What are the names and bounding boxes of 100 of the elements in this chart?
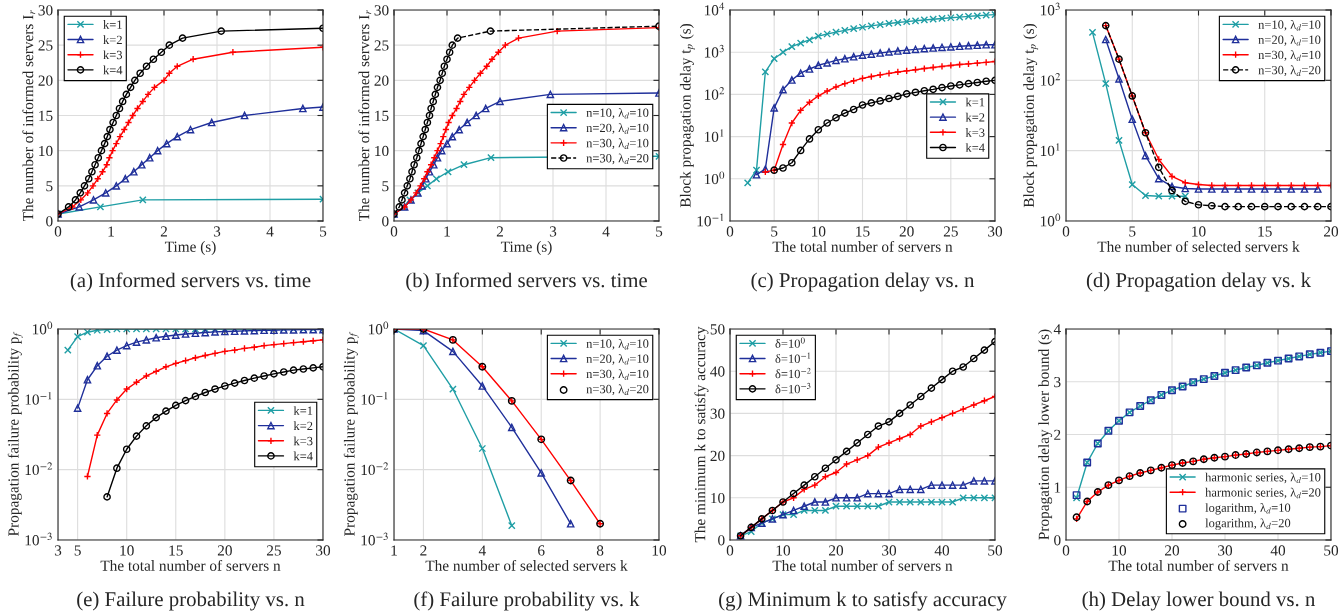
x-tick-label: 8 <box>596 545 604 556</box>
x-tick-label: 10 <box>812 226 826 237</box>
y-tick-label: 30 <box>374 5 389 16</box>
legend-label: logarithm, λ$_{d}$=20 <box>1205 518 1291 530</box>
x-tick-label: 50 <box>988 545 1003 556</box>
y-tick-label: 10$^{0}$ <box>32 321 53 335</box>
x-axis-title: Time (s) <box>164 241 216 255</box>
y-tick-label: 10 <box>711 492 725 504</box>
x-tick-label: 20 <box>829 545 844 556</box>
x-tick-label: 25 <box>266 545 281 556</box>
legend-label: n=20, λ$_{d}$=10 <box>586 123 649 134</box>
y-tick-label: 10$^{−3}$ <box>25 532 52 546</box>
x-tick-label: 40 <box>934 545 950 556</box>
x-axis-title: The total number of servers n <box>772 559 953 571</box>
legend-label: k=2 <box>293 421 313 430</box>
x-tick-label: 15 <box>856 226 870 237</box>
legend-label: n=30, λ$_{d}$=20 <box>1258 65 1321 77</box>
x-tick-label: 30 <box>316 545 331 556</box>
y-tick-label: 10$^{−2}$ <box>361 462 389 476</box>
x-tick-label: 0 <box>726 226 734 237</box>
legend-label: n=20, λ$_{d}$=10 <box>1258 35 1321 46</box>
text: (c) Propagation delay vs. n <box>751 272 975 292</box>
legend-label: n=30, λ$_{d}$=10 <box>1258 50 1321 61</box>
x-tick-label: 5 <box>771 226 778 237</box>
y-tick-label: 30 <box>710 408 725 419</box>
legend-label: k=4 <box>293 451 313 461</box>
y-tick-label: 10$^{3}$ <box>704 44 724 58</box>
y-axis-title: Propagation failure probability p$_{f}$ <box>7 331 23 536</box>
y-tick-label: 10$^{0}$ <box>704 171 725 185</box>
legend-label: n=10, λ$_{d}$=10 <box>586 108 649 119</box>
y-tick-label: 0 <box>382 216 389 227</box>
x-tick-label: 20 <box>1324 226 1339 237</box>
y-tick-label: 0 <box>1054 535 1061 546</box>
x-tick-label: 3 <box>213 226 221 237</box>
x-tick-label: 4 <box>478 545 486 556</box>
y-tick-label: 40 <box>710 366 725 377</box>
legend-label: k=1 <box>965 97 985 107</box>
y-axis-title: The number of informed servers I$_{r}$ <box>358 10 372 222</box>
y-tick-label: 50 <box>710 324 725 335</box>
y-tick-label: 25 <box>38 40 53 51</box>
y-tick-label: 10 <box>375 145 389 157</box>
text: (g) Minimum k to satisfy accuracy <box>719 591 1007 611</box>
x-axis-title: The number of selected servers k <box>1097 240 1300 252</box>
legend-label: k=3 <box>293 436 313 446</box>
x-tick-label: 25 <box>943 226 958 237</box>
legend-label: k=2 <box>965 112 985 122</box>
y-tick-label: 30 <box>38 5 53 16</box>
y-axis-title: Block propagation delay t$_{p}$ (s) <box>679 23 695 208</box>
y-tick-label: 15 <box>375 110 389 121</box>
x-axis-title: The total number of servers n <box>772 240 953 252</box>
x-tick-label: 5 <box>320 226 327 237</box>
legend-label: k=2 <box>103 35 122 44</box>
x-tick-label: 10 <box>776 545 791 556</box>
y-axis-title: Block propagation delay t$_{p}$ (s) <box>1023 23 1039 208</box>
x-tick-label: 5 <box>656 226 663 237</box>
legend-label: n=10, λ$_{d}$=10 <box>1258 19 1321 31</box>
y-axis-title: The number of informed servers I$_{r}$ <box>22 10 36 222</box>
x-tick-label: 15 <box>169 545 183 556</box>
x-tick-label: 30 <box>988 226 1003 237</box>
x-tick-label: 2 <box>420 545 427 556</box>
x-tick-label: 10 <box>1112 545 1127 556</box>
x-tick-label: 20 <box>899 226 914 237</box>
y-tick-label: 2 <box>1054 429 1061 440</box>
x-tick-label: 3 <box>549 226 557 237</box>
legend-label: n=30, λ$_{d}$=20 <box>586 384 649 396</box>
x-tick-label: 0 <box>54 226 62 237</box>
y-tick-label: 15 <box>39 110 53 121</box>
x-axis-title: The total number of servers n <box>100 559 281 571</box>
legend-label: δ=10$^{−1}$ <box>775 352 811 363</box>
x-tick-label: 0 <box>1062 545 1070 556</box>
x-tick-label: 4 <box>602 226 610 237</box>
y-tick-label: 10$^{0}$ <box>1040 213 1061 227</box>
x-tick-label: 1 <box>444 226 450 237</box>
y-tick-label: 5 <box>46 181 53 192</box>
x-tick-label: 30 <box>882 545 897 556</box>
y-tick-label: 0 <box>46 216 53 227</box>
legend-label: k=4 <box>965 143 985 152</box>
y-tick-label: 10$^{−1}$ <box>697 213 724 227</box>
y-tick-label: 3 <box>1054 376 1061 388</box>
x-tick-label: 0 <box>726 545 734 556</box>
x-tick-label: 2 <box>496 226 503 237</box>
text: (d) Propagation delay vs. k <box>1086 272 1312 292</box>
legend-label: k=1 <box>103 20 122 29</box>
legend-label: k=1 <box>293 406 313 415</box>
x-tick-label: 50 <box>1324 545 1339 556</box>
y-tick-label: 10$^{−3}$ <box>361 532 388 546</box>
y-tick-label: 10$^{4}$ <box>704 2 725 16</box>
legend-label: harmonic series, λ$_{d}$=20 <box>1205 487 1321 499</box>
y-tick-label: 25 <box>374 40 389 51</box>
y-tick-label: 5 <box>382 181 389 192</box>
y-tick-label: 0 <box>718 535 725 546</box>
legend-label: δ=10$^{−2}$ <box>775 367 811 379</box>
text: (b) Informed servers vs. time <box>406 272 647 292</box>
y-tick-label: 10$^{1}$ <box>1040 143 1060 157</box>
y-tick-label: 20 <box>38 75 53 86</box>
y-tick-label: 1 <box>1054 482 1061 493</box>
text: (f) Failure probability vs. k <box>414 591 640 611</box>
legend-label: δ=10$^{−3}$ <box>775 382 811 394</box>
y-tick-label: 4 <box>1053 324 1061 335</box>
x-tick-label: 1 <box>391 545 397 556</box>
